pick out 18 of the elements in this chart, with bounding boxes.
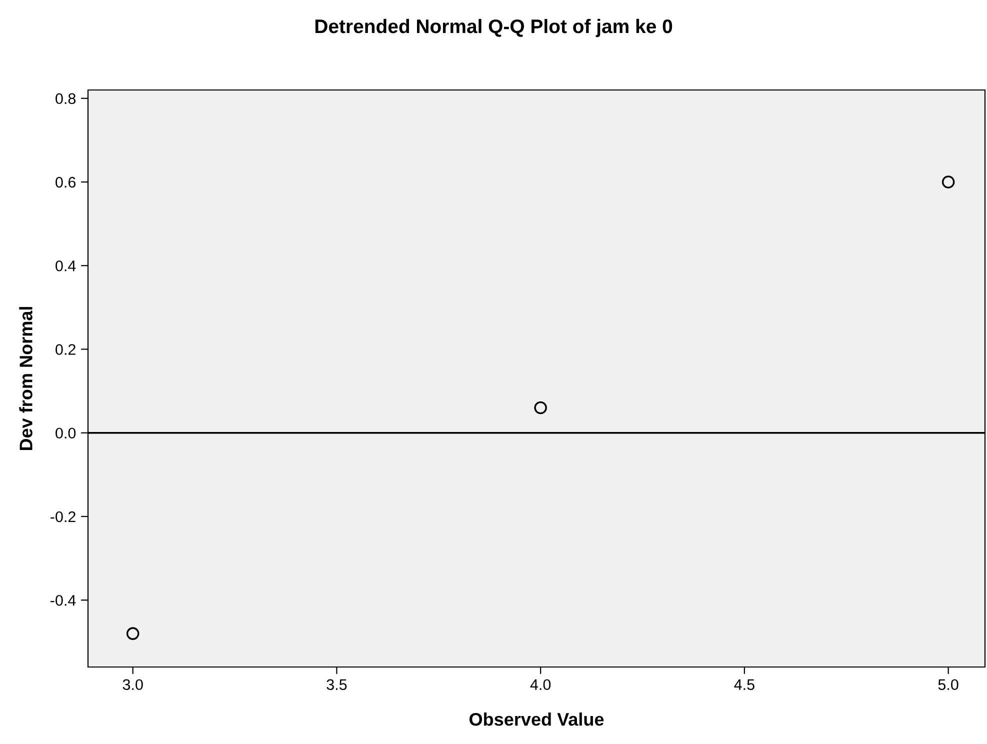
x-tick-label: 4.5 (734, 679, 754, 690)
point (942, 176, 955, 188)
point (126, 627, 140, 640)
point (534, 401, 547, 414)
x-tick-label: 3.0 (122, 679, 143, 690)
y-axis-title: Dev from Normal (19, 307, 32, 450)
x-tick-label: 3.5 (326, 679, 347, 690)
chart-title: Detrended Normal Q-Q Plot of jam ke 0 (315, 18, 672, 38)
y-tick-label: 0.6 (56, 176, 76, 188)
y-tick-label: 0.4 (56, 260, 76, 272)
y-tick-label: -0.4 (50, 594, 76, 606)
x-tick-label: 4.0 (530, 679, 551, 690)
x-axis-title: Observed Value (470, 712, 604, 726)
y-tick-label: 0.0 (56, 428, 76, 439)
y-tick-label: 0.8 (56, 93, 76, 104)
y-tick-label: -0.2 (50, 511, 76, 522)
x-tick-label: 5.0 (938, 679, 958, 690)
y-tick-label: 0.2 (56, 344, 76, 355)
